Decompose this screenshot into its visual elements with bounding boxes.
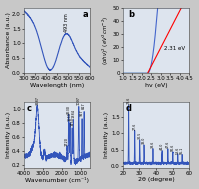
Text: 1450: 1450 [70, 117, 74, 126]
Text: 33.0: 33.0 [142, 137, 146, 144]
Text: 44.0: 44.0 [160, 143, 164, 150]
Text: 27.6: 27.6 [133, 122, 137, 130]
Text: 817: 817 [82, 102, 86, 109]
Text: 1097: 1097 [77, 96, 81, 105]
Y-axis label: Absorbance (a.u.): Absorbance (a.u.) [6, 12, 11, 68]
Text: d: d [126, 104, 132, 113]
Text: 50.6: 50.6 [171, 144, 175, 151]
Text: b: b [128, 9, 134, 19]
Y-axis label: $(\alpha h\nu)^2$ $(eV^2cm^{-2})$: $(\alpha h\nu)^2$ $(eV^2cm^{-2})$ [101, 16, 111, 65]
Text: 47.6: 47.6 [166, 140, 170, 148]
Text: 30.5: 30.5 [138, 132, 142, 139]
X-axis label: 2θ (degree): 2θ (degree) [138, 177, 174, 182]
Text: 1720: 1720 [65, 137, 69, 146]
Text: 1630: 1630 [67, 105, 71, 114]
Text: 927: 927 [80, 110, 84, 116]
X-axis label: hv (eV): hv (eV) [145, 83, 167, 88]
Text: a: a [82, 9, 88, 19]
X-axis label: Wavenumber (cm⁻¹): Wavenumber (cm⁻¹) [25, 177, 89, 184]
Text: 53.6: 53.6 [176, 146, 180, 154]
Text: 56.1: 56.1 [180, 147, 184, 154]
Text: 1560: 1560 [68, 112, 72, 121]
Text: 3287: 3287 [35, 96, 39, 105]
Text: 38.6: 38.6 [151, 141, 155, 148]
Y-axis label: Intensity (a.u.): Intensity (a.u.) [104, 112, 109, 158]
X-axis label: Wavelength (nm): Wavelength (nm) [30, 83, 84, 88]
Text: 1384: 1384 [71, 109, 75, 118]
Text: 493 nm: 493 nm [64, 13, 69, 32]
Text: 2.31 eV: 2.31 eV [164, 46, 185, 51]
Text: 23.6: 23.6 [127, 97, 131, 104]
Text: c: c [26, 104, 31, 113]
Y-axis label: Intensity (a.u.): Intensity (a.u.) [6, 112, 11, 158]
